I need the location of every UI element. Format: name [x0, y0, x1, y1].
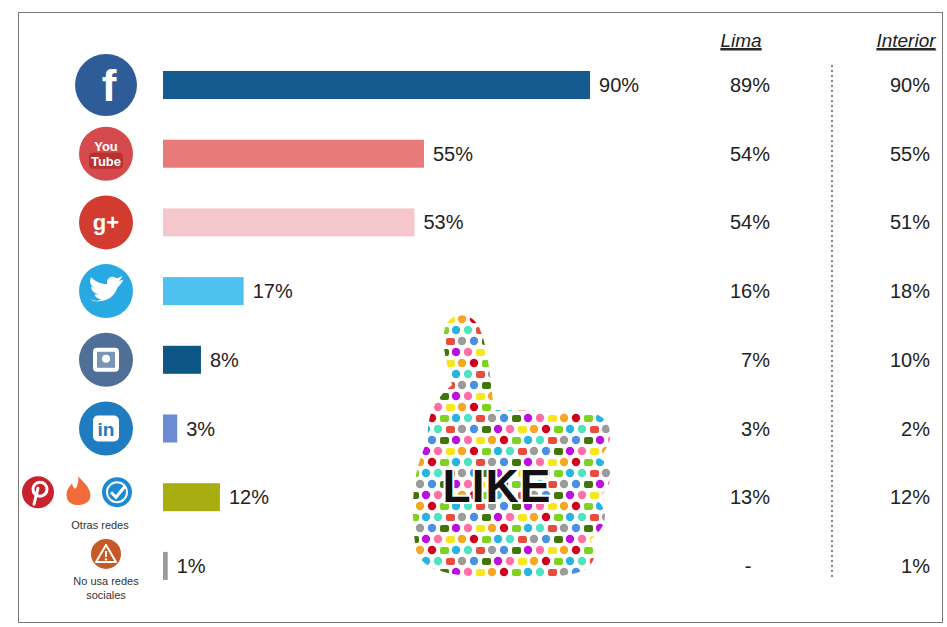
icon-label: You — [94, 139, 118, 154]
column-divider — [831, 65, 832, 578]
icon-warning-triangle — [96, 545, 116, 562]
frame — [19, 13, 943, 623]
bar-thin — [163, 552, 168, 580]
icon-tinder — [67, 476, 91, 505]
icon-facebook — [75, 54, 137, 116]
column-value: 2% — [901, 418, 930, 440]
icon-youtube — [79, 127, 133, 181]
icon-label: g+ — [93, 210, 119, 235]
data-label: 90% — [599, 74, 639, 96]
column-value: 7% — [741, 349, 770, 371]
data-label: 1% — [177, 555, 206, 577]
icon-youtube-box — [89, 153, 123, 169]
header-underline — [720, 50, 761, 51]
icon-instagram-dot — [102, 355, 110, 363]
icon-linkedin-box — [93, 416, 119, 442]
icon-instagram-lens — [97, 352, 115, 368]
chart: LIKE 90% 55% 53% 17% 8% 3% 12% 1% Lima 89% 54% 54% 16… — [0, 0, 947, 627]
column-value: 3% — [741, 418, 770, 440]
column-value: 54% — [730, 143, 770, 165]
icon-warning-bar — [105, 551, 107, 557]
column-value: 89% — [730, 74, 770, 96]
icon-warning-dot — [105, 558, 107, 560]
bar — [163, 277, 244, 305]
bars — [163, 71, 590, 580]
bar — [163, 483, 220, 511]
icon-label: f — [102, 61, 117, 110]
icon-pinterest-bowl — [33, 482, 47, 496]
column-value: 12% — [890, 486, 930, 508]
icon-instagram — [79, 333, 133, 387]
annotation: LIKE — [443, 460, 552, 512]
bar — [163, 415, 177, 443]
icon-warning — [91, 539, 121, 569]
like-decoration — [400, 300, 630, 590]
icons: f YouTube g+ in — [22, 0, 137, 569]
column-value: 90% — [890, 74, 930, 96]
icon-label: in — [98, 419, 115, 440]
icon-other-ring — [107, 482, 127, 502]
bar — [163, 208, 414, 236]
column-value: - — [745, 555, 752, 577]
column-value: 55% — [890, 143, 930, 165]
column-value: 51% — [890, 211, 930, 233]
data-label: 17% — [253, 280, 293, 302]
icon-googleplus — [79, 195, 133, 249]
column-value: 16% — [730, 280, 770, 302]
icon-twitter — [79, 264, 133, 318]
data-label: 55% — [433, 143, 473, 165]
bar — [163, 140, 424, 168]
header-underline — [876, 50, 936, 51]
column-value: 13% — [730, 486, 770, 508]
column-header: Interior — [876, 30, 936, 51]
icon-instagram-body — [93, 348, 119, 372]
icon-label: Tube — [91, 154, 121, 169]
data-label: 53% — [423, 211, 463, 233]
category-label: sociales — [86, 589, 126, 601]
data-label: 12% — [229, 486, 269, 508]
icon-linkedin — [79, 402, 133, 456]
icon-pinterest-stem — [34, 0, 38, 504]
column-value: 18% — [890, 280, 930, 302]
bar — [163, 71, 590, 99]
column-header: Lima — [720, 30, 761, 51]
category-label: Otras redes — [71, 519, 129, 531]
icon-twitter-bird — [90, 276, 123, 301]
icon-other — [102, 477, 132, 507]
bar — [163, 346, 201, 374]
icon-other-check — [111, 486, 125, 497]
column-value: 10% — [890, 349, 930, 371]
data-label: 3% — [186, 418, 215, 440]
column-value: 1% — [901, 555, 930, 577]
category-label: No usa redes — [73, 575, 139, 587]
column-value: 54% — [730, 211, 770, 233]
data-label: 8% — [210, 349, 239, 371]
